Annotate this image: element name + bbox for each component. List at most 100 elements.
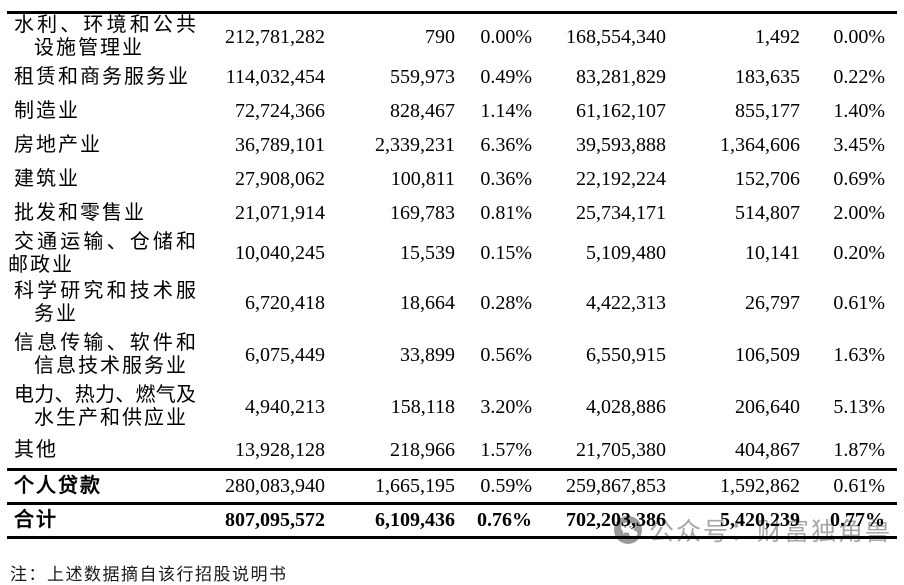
cell-value: 0.61%	[833, 291, 885, 314]
industry-label: 租赁和商务服务业	[14, 65, 190, 88]
cell-value: 0.81%	[480, 201, 532, 224]
cell-value: 218,966	[390, 438, 455, 461]
table-body: 水利、环境和公共 设施管理业 212,781,282 790 0.00% 168,554,…	[7, 13, 897, 539]
table-row: 租赁和商务服务业 114,032,454 559,973 0.49% 83,281,82…	[7, 60, 897, 94]
cell-value: 6,075,449	[245, 343, 325, 366]
cell-value: 21,705,380	[576, 438, 666, 461]
cell-value: 25,734,171	[576, 201, 666, 224]
table-row: 信息传输、软件和 信息技术服务业 6,075,449 33,899 0.56% 6,550…	[7, 329, 897, 381]
cell-value: 6,550,915	[586, 343, 666, 366]
cell-value: 206,640	[735, 395, 800, 418]
cell-value: 0.56%	[480, 343, 532, 366]
cell-value: 22,192,224	[576, 167, 666, 190]
table-row: 合计 807,095,572 6,109,436 0.76% 702,203,386 5,…	[7, 501, 897, 539]
cell-value: 0.28%	[480, 291, 532, 314]
cell-value: 4,940,213	[245, 395, 325, 418]
cell-value: 0.49%	[480, 65, 532, 88]
cell-value: 1.87%	[833, 438, 885, 461]
table-row: 制造业 72,724,366 828,467 1.14% 61,162,107 855,1…	[7, 94, 897, 128]
cell-value: 1.63%	[833, 343, 885, 366]
industry-label: 交通运输、仓储和 邮政业	[8, 230, 196, 276]
cell-value: 4,422,313	[586, 291, 666, 314]
cell-value: 280,083,940	[197, 467, 325, 503]
cell-value: 790	[425, 25, 455, 48]
industry-label: 个人贷款	[7, 467, 197, 503]
cell-value: 10,141	[745, 242, 800, 264]
industry-label: 科学研究和技术服 务业	[14, 280, 196, 325]
table-row: 房地产业 36,789,101 2,339,231 6.36% 39,593,888 1,…	[7, 128, 897, 162]
cell-value: 15,539	[400, 242, 455, 264]
cell-value: 6.36%	[480, 133, 532, 156]
industry-label: 信息传输、软件和 信息技术服务业	[14, 332, 196, 377]
cell-value: 26,797	[745, 291, 800, 314]
table-row: 个人贷款 280,083,940 1,665,195 0.59% 259,867,853…	[7, 467, 897, 503]
cell-value: 559,973	[390, 65, 455, 88]
cell-value: 0.00%	[833, 25, 885, 48]
cell-value: 855,177	[735, 99, 800, 122]
loan-by-industry-table: 水利、环境和公共 设施管理业 212,781,282 790 0.00% 168,554,…	[7, 11, 897, 539]
industry-label: 房地产业	[14, 133, 102, 156]
cell-value: 828,467	[390, 99, 455, 122]
cell-value: 5,109,480	[586, 242, 666, 264]
cell-value: 33,899	[400, 343, 455, 366]
cell-value: 0.36%	[480, 167, 532, 190]
cell-value: 1.57%	[480, 438, 532, 461]
cell-value: 1,364,606	[720, 133, 800, 156]
cell-value: 10,040,245	[235, 242, 325, 264]
cell-value: 0.69%	[833, 167, 885, 190]
cell-value: 0.00%	[480, 25, 532, 48]
table-row: 其他 13,928,128 218,966 1.57% 21,705,380 404,86…	[7, 433, 897, 469]
cell-value: 1,592,862	[666, 467, 800, 503]
industry-label: 制造业	[14, 99, 80, 122]
cell-value: 61,162,107	[576, 99, 666, 122]
cell-value: 2.00%	[833, 201, 885, 224]
cell-value: 72,724,366	[235, 99, 325, 122]
cell-value: 0.61%	[800, 467, 897, 503]
cell-value: 1,665,195	[325, 467, 455, 503]
cell-value: 0.15%	[480, 242, 532, 264]
cell-value: 18,664	[400, 291, 455, 314]
document-page: 水利、环境和公共 设施管理业 212,781,282 790 0.00% 168,554,…	[0, 11, 904, 584]
industry-label: 建筑业	[14, 167, 80, 190]
cell-value: 4,028,886	[586, 395, 666, 418]
cell-value: 404,867	[735, 438, 800, 461]
cell-value: 2,339,231	[375, 133, 455, 156]
cell-value: 6,109,436	[325, 501, 455, 539]
cell-value: 152,706	[735, 167, 800, 190]
industry-label: 其他	[14, 438, 58, 461]
cell-value: 168,554,340	[566, 25, 666, 48]
cell-value: 0.76%	[455, 501, 532, 539]
table-row: 批发和零售业 21,071,914 169,783 0.81% 25,734,171 51…	[7, 196, 897, 230]
cell-value: 27,908,062	[235, 167, 325, 190]
cell-value: 212,781,282	[225, 25, 325, 48]
footnote-clipped: 注：上述数据摘自该行招股说明书	[10, 565, 288, 584]
cell-value: 1.40%	[833, 99, 885, 122]
cell-value: 5.13%	[833, 395, 885, 418]
cell-value: 0.77%	[800, 501, 897, 539]
cell-value: 3.45%	[833, 133, 885, 156]
table-row: 交通运输、仓储和 邮政业 10,040,245 15,539 0.15% 5,109,48…	[7, 230, 897, 277]
cell-value: 1.14%	[480, 99, 532, 122]
cell-value: 514,807	[735, 201, 800, 224]
industry-label: 电力、热力、燃气及 水生产和供应业	[14, 384, 196, 429]
cell-value: 1,492	[755, 25, 800, 48]
table-row: 科学研究和技术服 务业 6,720,418 18,664 0.28% 4,422,313 2…	[7, 277, 897, 329]
cell-value: 6,720,418	[245, 291, 325, 314]
cell-value: 702,203,386	[532, 501, 666, 539]
cell-value: 100,811	[390, 167, 455, 190]
cell-value: 0.22%	[833, 65, 885, 88]
cell-value: 5,420,239	[666, 501, 800, 539]
cell-value: 3.20%	[480, 395, 532, 418]
table-row: 建筑业 27,908,062 100,811 0.36% 22,192,224 152,7…	[7, 162, 897, 196]
industry-label: 批发和零售业	[14, 201, 146, 224]
cell-value: 183,635	[735, 65, 800, 88]
cell-value: 0.59%	[455, 467, 532, 503]
cell-value: 0.20%	[833, 242, 885, 264]
industry-label: 水利、环境和公共 设施管理业	[14, 14, 196, 59]
cell-value: 169,783	[390, 201, 455, 224]
cell-value: 114,032,454	[225, 65, 325, 88]
cell-value: 807,095,572	[197, 501, 325, 539]
cell-value: 39,593,888	[576, 133, 666, 156]
cell-value: 36,789,101	[235, 133, 325, 156]
cell-value: 21,071,914	[235, 201, 325, 224]
